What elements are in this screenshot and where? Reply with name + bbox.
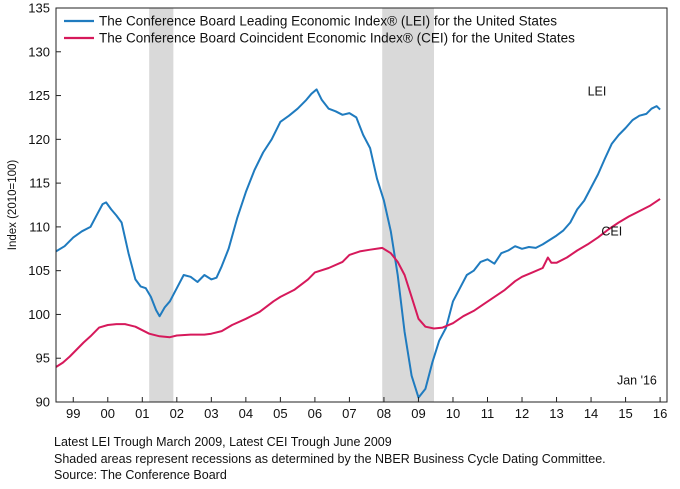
x-tick-label: 12 <box>515 406 529 421</box>
x-tick-label: 10 <box>446 406 460 421</box>
y-tick-label: 135 <box>28 1 50 16</box>
x-tick-label: 02 <box>170 406 184 421</box>
y-tick-label: 125 <box>28 88 50 103</box>
x-tick-label: 11 <box>481 406 495 421</box>
footnote-source: Source: The Conference Board <box>54 468 227 482</box>
legend-label-lei: The Conference Board Leading Economic In… <box>99 14 557 29</box>
y-tick-label: 120 <box>28 132 50 147</box>
y-tick-label: 90 <box>36 395 50 410</box>
legend-label-cei: The Conference Board Coincident Economic… <box>99 31 575 46</box>
x-tick-label: 06 <box>308 406 322 421</box>
series-label-lei: LEI <box>588 85 607 99</box>
y-tick-label: 110 <box>29 219 50 234</box>
y-tick-label: 130 <box>28 44 50 59</box>
x-tick-label: 03 <box>204 406 218 421</box>
series-lines <box>55 88 661 399</box>
footnote-troughs: Latest LEI Trough March 2009, Latest CEI… <box>54 435 392 449</box>
footnote-recessions: Shaded areas represent recessions as det… <box>54 451 606 466</box>
legend: The Conference Board Leading Economic In… <box>64 14 575 46</box>
y-tick-label: 100 <box>28 307 50 322</box>
x-tick-label: 01 <box>135 406 149 421</box>
x-tick-label: 08 <box>377 406 391 421</box>
x-tick-label: 14 <box>584 406 598 421</box>
y-tick-label: 95 <box>36 351 50 366</box>
footnotes: Latest LEI Trough March 2009, Latest CEI… <box>54 434 606 484</box>
x-tick-label: 15 <box>618 406 632 421</box>
plot-frame <box>55 7 668 403</box>
x-tick-label: 04 <box>239 406 253 421</box>
y-axis: 90 95 100 105 110 115 120 125 130 135 <box>28 1 61 410</box>
x-tick-label: 99 <box>66 406 80 421</box>
x-tick-label: 07 <box>342 406 356 421</box>
recession-band-0 <box>149 8 174 402</box>
recession-band-1 <box>382 8 434 402</box>
x-tick-label: 09 <box>411 406 425 421</box>
x-tick-label: 00 <box>101 406 115 421</box>
y-axis-label: Index (2010=100) <box>7 160 19 251</box>
date-annotation: Jan '16 <box>617 373 657 387</box>
series-label-cei: CEI <box>601 225 622 239</box>
x-axis: 99 00 01 02 03 04 05 06 07 08 09 10 11 12 13 14 15 16 <box>66 397 667 421</box>
y-tick-label: 105 <box>28 263 50 278</box>
x-tick-label: 05 <box>273 406 287 421</box>
series-line-lei <box>55 88 661 399</box>
y-tick-label: 115 <box>29 176 50 191</box>
series-line-cei <box>55 198 661 368</box>
x-tick-label: 13 <box>549 406 563 421</box>
recession-bands <box>149 8 434 402</box>
x-tick-label: 16 <box>653 406 667 421</box>
